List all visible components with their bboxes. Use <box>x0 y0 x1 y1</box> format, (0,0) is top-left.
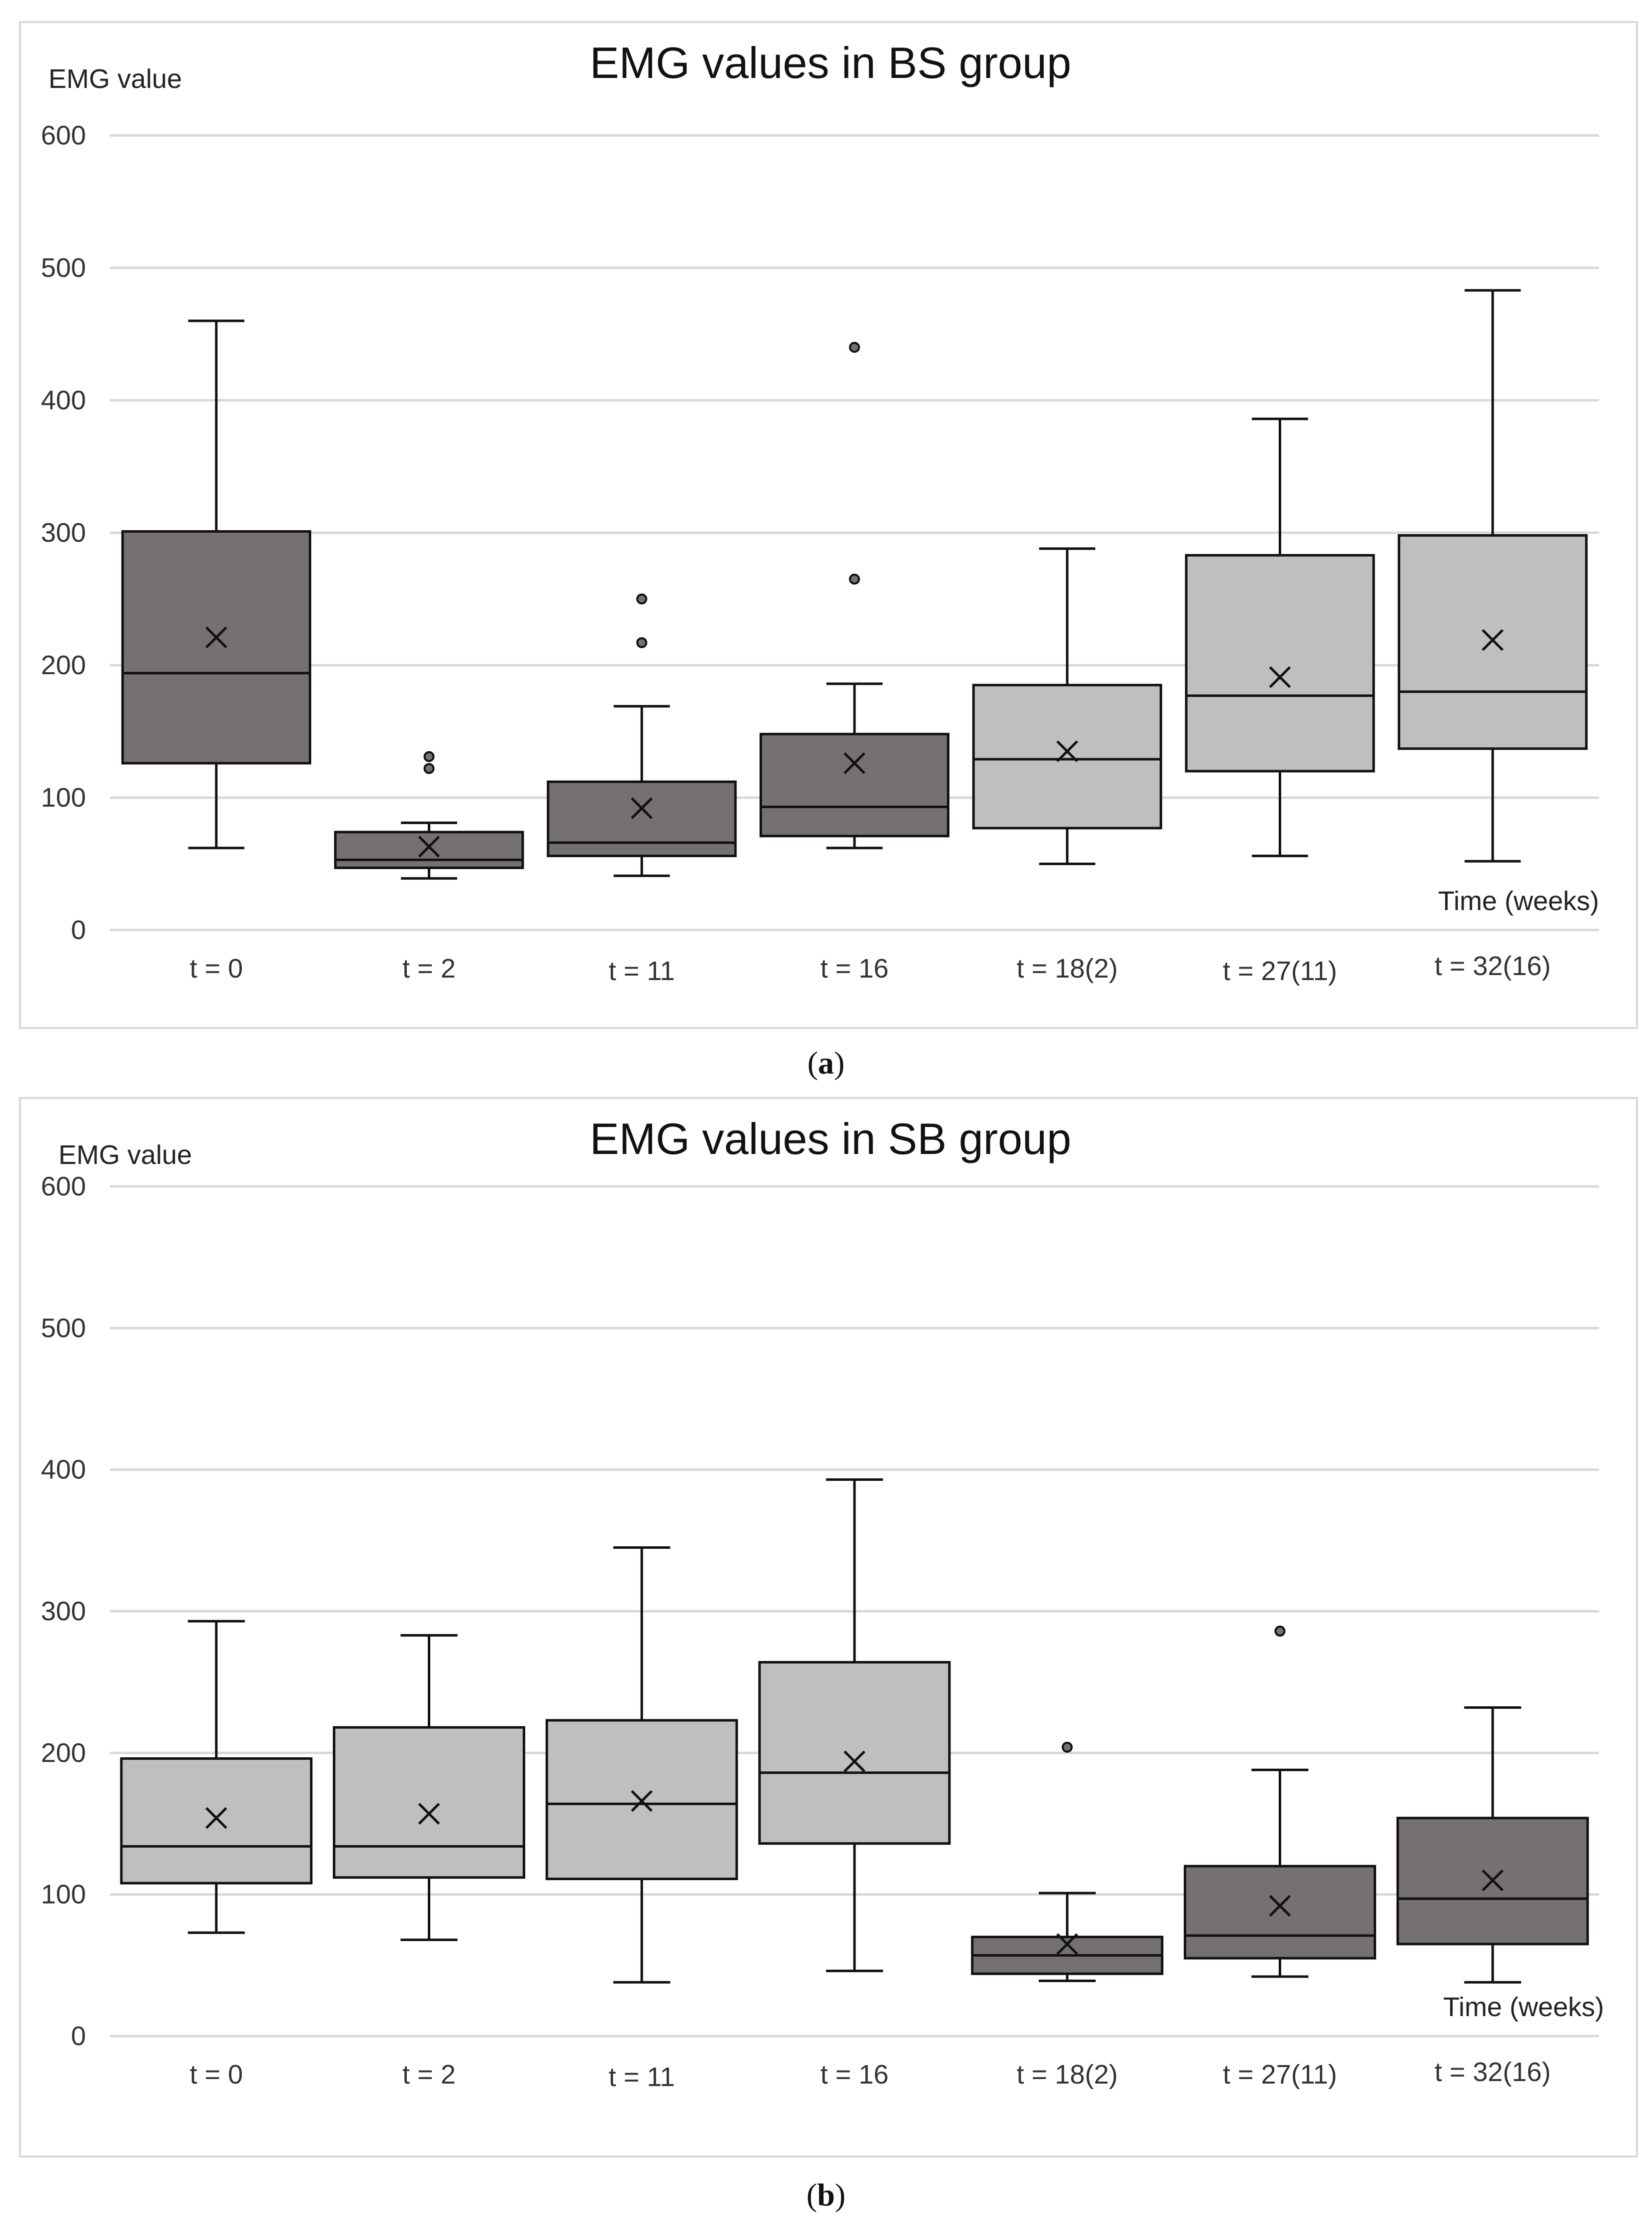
outlier-point <box>423 763 435 774</box>
caption-b: (b) <box>806 2177 846 2213</box>
box-6 <box>1183 1625 1376 1978</box>
box-iqr <box>547 780 737 858</box>
y-tick-label: 600 <box>41 120 86 150</box>
mean-marker <box>205 1807 227 1829</box>
x-axis-label: Time (weeks) <box>1438 886 1599 916</box>
caption-b-letter: b <box>817 2177 835 2213</box>
x-category-label: t = 32(16) <box>1435 951 1551 981</box>
x-category-label: t = 18(2) <box>1016 2060 1118 2090</box>
chart-title: EMG values in SB group <box>590 1114 1071 1163</box>
box-3 <box>547 593 737 877</box>
y-tick-label: 0 <box>71 2021 86 2051</box>
x-category-label: t = 27(11) <box>1223 2060 1337 2090</box>
box-iqr <box>120 1757 313 1885</box>
mean-marker <box>1482 629 1504 651</box>
mean-marker <box>631 797 653 819</box>
x-axis-label: Time (weeks) <box>1443 1992 1604 2022</box>
box-iqr <box>1398 534 1588 750</box>
y-tick-label: 400 <box>41 1455 86 1485</box>
box-6 <box>1185 417 1375 858</box>
x-category-label: t = 27(11) <box>1223 956 1337 986</box>
y-axis-label: EMG value <box>48 64 182 94</box>
box-2 <box>333 1634 526 1941</box>
chart-panel-bs: 0 100 200 300 400 500 600 EMG values in BS grou… <box>19 21 1638 1029</box>
box-4 <box>760 342 949 850</box>
x-category-label: t = 0 <box>190 2060 243 2090</box>
y-tick-label: 500 <box>41 1313 86 1343</box>
box-iqr <box>1183 1865 1376 1960</box>
box-7 <box>1398 289 1588 863</box>
box-iqr <box>333 1726 526 1879</box>
chart-bs-svg: 0 100 200 300 400 500 600 EMG values in BS grou… <box>41 38 1599 986</box>
outlier-point <box>849 573 860 585</box>
mean-marker <box>418 1803 440 1825</box>
x-category-label: t = 11 <box>609 956 675 986</box>
x-category-label: t = 16 <box>821 2060 889 2090</box>
chart-panel-sb: 0 100 200 300 400 500 600 EMG values in SB grou… <box>19 1097 1638 2158</box>
outlier-point <box>849 342 860 353</box>
mean-marker <box>631 1790 653 1812</box>
box-iqr <box>758 1661 951 1845</box>
mean-marker <box>843 1750 865 1773</box>
box-7 <box>1396 1706 1589 1984</box>
x-category-label: t = 2 <box>402 2060 456 2090</box>
mean-marker <box>843 752 865 774</box>
y-tick-label: 100 <box>41 783 86 813</box>
caption-a: (a) <box>807 1045 845 1081</box>
x-category-label: t = 32(16) <box>1435 2057 1551 2087</box>
mean-marker <box>418 836 440 858</box>
box-5 <box>971 1742 1164 1982</box>
outlier-point <box>1061 1742 1073 1753</box>
x-category-label: t = 2 <box>402 954 456 984</box>
mean-marker <box>1056 1933 1078 1955</box>
caption-a-letter: a <box>818 1045 834 1081</box>
y-tick-label: 400 <box>41 385 86 415</box>
box-iqr <box>972 684 1162 830</box>
y-tick-label: 300 <box>41 1596 86 1626</box>
outlier-point <box>1274 1625 1286 1637</box>
y-axis-label: EMG value <box>58 1140 192 1170</box>
x-category-label: t = 18(2) <box>1016 954 1118 984</box>
x-category-label: t = 11 <box>609 2062 675 2092</box>
box-5 <box>972 547 1162 865</box>
mean-marker <box>1482 1869 1504 1892</box>
y-tick-label: 200 <box>41 1738 86 1768</box>
outlier-point <box>636 637 648 648</box>
box-iqr <box>760 733 949 838</box>
outlier-point <box>636 593 648 605</box>
box-1 <box>120 1620 313 1934</box>
box-iqr <box>1185 554 1375 773</box>
mean-marker <box>205 626 227 649</box>
chart-sb-svg: 0 100 200 300 400 500 600 EMG values in SB grou… <box>41 1114 1604 2092</box>
y-tick-label: 100 <box>41 1880 86 1910</box>
mean-marker <box>1269 666 1291 688</box>
box-3 <box>545 1546 738 1984</box>
x-category-label: t = 0 <box>190 954 243 984</box>
y-tick-label: 300 <box>41 518 86 548</box>
box-1 <box>121 319 311 850</box>
box-4 <box>758 1478 951 1973</box>
mean-marker <box>1056 740 1078 763</box>
chart-title: EMG values in BS group <box>590 38 1071 87</box>
y-tick-label: 500 <box>41 253 86 283</box>
y-tick-label: 0 <box>71 915 86 945</box>
y-tick-label: 200 <box>41 650 86 680</box>
y-tick-label: 600 <box>41 1171 86 1201</box>
box-2 <box>334 751 524 880</box>
box-iqr <box>334 831 524 869</box>
mean-marker <box>1269 1895 1291 1917</box>
box-iqr <box>121 530 311 765</box>
x-category-label: t = 16 <box>821 954 889 984</box>
outlier-point <box>423 751 435 762</box>
